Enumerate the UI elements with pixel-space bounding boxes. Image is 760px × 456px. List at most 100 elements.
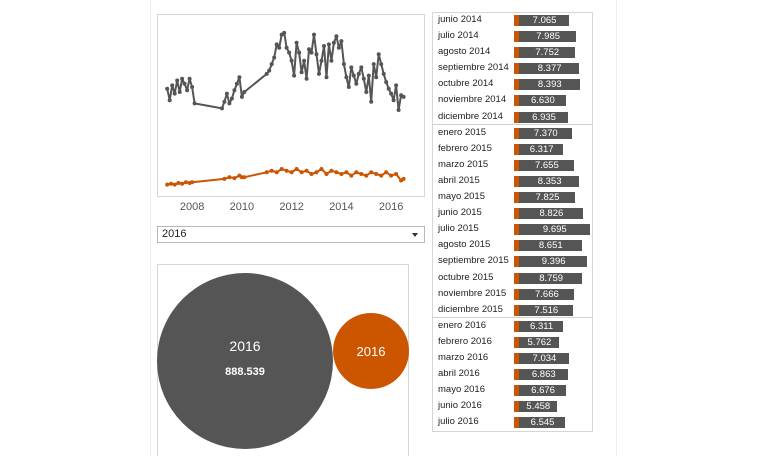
line-point-total[interactable] (239, 94, 244, 99)
line-point-total[interactable] (396, 108, 401, 112)
table-row[interactable]: mayo 2015 7.825 (432, 189, 593, 205)
line-point-total[interactable] (336, 45, 341, 50)
line-point-total[interactable] (292, 73, 297, 78)
line-point-total[interactable] (389, 91, 394, 96)
line-point-total[interactable] (351, 73, 356, 78)
line-point-parte[interactable] (319, 167, 324, 171)
chevron-down-icon[interactable] (412, 233, 418, 237)
table-row[interactable]: junio 2014 7.065 (432, 12, 593, 28)
table-row[interactable]: febrero 2015 6.317 (432, 141, 593, 157)
line-point-total[interactable] (329, 58, 334, 63)
line-point-total[interactable] (267, 68, 272, 73)
line-point-parte[interactable] (334, 170, 339, 175)
line-point-parte[interactable] (183, 180, 188, 185)
line-point-total[interactable] (264, 71, 269, 76)
table-row[interactable]: noviembre 2014 6.630 (432, 92, 593, 108)
table-row[interactable]: marzo 2015 7.655 (432, 157, 593, 173)
table-row[interactable]: octubre 2014 8.393 (432, 76, 593, 92)
line-point-total[interactable] (376, 52, 381, 57)
table-row[interactable]: enero 2016 6.311 (432, 318, 593, 334)
line-point-parte[interactable] (227, 175, 232, 180)
table-row[interactable]: junio 2015 8.826 (432, 205, 593, 221)
line-point-total[interactable] (165, 86, 170, 91)
line-point-total[interactable] (366, 73, 371, 78)
line-point-total[interactable] (192, 101, 197, 106)
line-point-parte[interactable] (284, 168, 289, 173)
table-row[interactable]: septiembre 2015 9.396 (432, 253, 593, 269)
line-point-total[interactable] (356, 71, 361, 76)
table-row[interactable]: noviembre 2015 7.666 (432, 286, 593, 302)
line-point-parte[interactable] (324, 172, 329, 176)
line-point-total[interactable] (309, 50, 314, 55)
line-point-parte[interactable] (304, 168, 309, 173)
line-point-total[interactable] (175, 78, 180, 83)
row-bar[interactable] (514, 369, 568, 381)
bubble-dark[interactable] (157, 273, 333, 449)
row-bar[interactable] (514, 175, 580, 187)
table-row[interactable]: julio 2016 6.545 (432, 414, 593, 430)
line-point-total[interactable] (177, 90, 182, 94)
row-bar[interactable] (514, 47, 575, 59)
line-point-total[interactable] (369, 99, 374, 104)
line-point-parte[interactable] (339, 172, 344, 176)
bubble-orange[interactable] (333, 313, 409, 389)
line-point-total[interactable] (344, 75, 349, 80)
line-point-total[interactable] (222, 99, 227, 104)
year-filter-dropdown[interactable]: 2016 (157, 226, 425, 243)
line-point-total[interactable] (282, 30, 287, 35)
line-point-parte[interactable] (389, 173, 394, 178)
line-point-total[interactable] (341, 62, 346, 67)
line-point-parte[interactable] (349, 173, 354, 178)
table-row[interactable]: mayo 2016 6.676 (432, 382, 593, 398)
line-point-parte[interactable] (190, 180, 195, 185)
row-bar[interactable] (514, 320, 564, 332)
line-point-parte[interactable] (165, 182, 170, 187)
line-point-parte[interactable] (379, 173, 384, 178)
row-bar[interactable] (514, 272, 583, 284)
line-point-total[interactable] (277, 45, 282, 50)
line-point-total[interactable] (359, 65, 364, 70)
line-point-total[interactable] (229, 96, 234, 101)
line-point-parte[interactable] (364, 173, 369, 178)
line-point-total[interactable] (346, 85, 351, 89)
table-row[interactable]: febrero 2016 5.762 (432, 334, 593, 350)
line-point-total[interactable] (287, 50, 292, 55)
line-point-total[interactable] (391, 98, 396, 103)
line-point-parte[interactable] (176, 181, 181, 185)
line-point-total[interactable] (274, 42, 279, 47)
line-point-parte[interactable] (242, 175, 247, 180)
row-bar[interactable] (514, 304, 573, 316)
line-point-parte[interactable] (359, 172, 364, 176)
line-point-total[interactable] (386, 86, 391, 91)
table-row[interactable]: diciembre 2015 7.516 (432, 302, 593, 318)
table-row[interactable]: agosto 2014 7.752 (432, 44, 593, 60)
table-row[interactable]: julio 2015 9.695 (432, 221, 593, 237)
line-point-total[interactable] (381, 71, 386, 76)
row-bar[interactable] (514, 127, 572, 139)
line-point-total[interactable] (324, 75, 329, 80)
table-row[interactable]: junio 2016 5.458 (432, 398, 593, 414)
row-bar[interactable] (514, 208, 583, 220)
line-point-parte[interactable] (401, 176, 406, 181)
table-row[interactable]: septiembre 2014 8.377 (432, 60, 593, 76)
line-point-parte[interactable] (294, 167, 299, 171)
line-point-parte[interactable] (180, 181, 185, 186)
row-bar[interactable] (514, 385, 567, 397)
line-point-total[interactable] (289, 58, 294, 63)
row-bar[interactable] (514, 240, 582, 252)
table-row[interactable]: octubre 2015 8.759 (432, 270, 593, 286)
line-point-total[interactable] (304, 76, 309, 81)
row-bar[interactable] (514, 95, 566, 107)
line-point-total[interactable] (339, 39, 344, 44)
line-point-total[interactable] (354, 81, 359, 86)
line-point-parte[interactable] (374, 172, 379, 176)
line-point-total[interactable] (401, 94, 406, 99)
line-point-total[interactable] (284, 45, 289, 50)
line-point-total[interactable] (297, 50, 302, 55)
line-point-total[interactable] (167, 98, 172, 103)
line-point-total[interactable] (334, 34, 339, 39)
line-point-parte[interactable] (222, 176, 227, 181)
row-bar[interactable] (514, 417, 566, 429)
table-row[interactable]: agosto 2015 8.651 (432, 237, 593, 253)
line-point-total[interactable] (272, 55, 277, 60)
